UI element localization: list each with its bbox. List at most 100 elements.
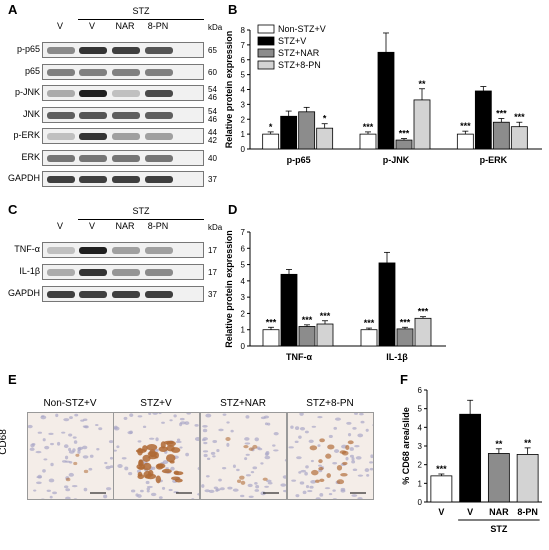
- blot-band: [145, 269, 173, 276]
- legend-label: Non-STZ+V: [278, 24, 326, 34]
- nucleus: [324, 487, 331, 490]
- significance-label: ***: [266, 317, 277, 327]
- kda-value: 54: [208, 85, 217, 94]
- nucleus: [333, 449, 340, 453]
- blot-row-label: p-ERK: [13, 130, 40, 140]
- significance-label: ***: [436, 464, 447, 474]
- y-axis-label: Relative protein expression: [224, 230, 234, 348]
- y-tick-label: 2: [418, 461, 423, 470]
- nucleus: [185, 452, 190, 457]
- nucleus: [77, 449, 81, 454]
- nucleus: [307, 489, 313, 493]
- nucleus: [114, 425, 118, 430]
- nucleus: [175, 440, 182, 444]
- blot-row-label: GAPDH: [7, 288, 40, 298]
- nucleus: [96, 448, 100, 451]
- kda-value: 37: [208, 290, 217, 299]
- blot-band: [79, 291, 107, 298]
- nucleus: [340, 487, 346, 492]
- blot-band: [47, 291, 75, 298]
- nucleus: [357, 474, 364, 477]
- nucleus: [41, 498, 45, 499]
- kda-value: 54: [208, 106, 217, 116]
- nucleus: [267, 422, 271, 426]
- kda-value: 46: [208, 114, 217, 124]
- y-tick-label: 3: [241, 100, 246, 109]
- kda-value: 46: [208, 93, 217, 102]
- nucleus: [299, 426, 306, 431]
- nucleus: [73, 440, 78, 444]
- y-tick-label: 5: [241, 261, 246, 270]
- cd68-stain: [173, 470, 180, 475]
- nucleus: [121, 457, 127, 460]
- nucleus: [55, 413, 59, 418]
- nucleus: [43, 458, 48, 461]
- nucleus: [83, 487, 88, 492]
- nucleus: [63, 444, 69, 449]
- y-tick-label: 4: [418, 423, 423, 432]
- nucleus: [69, 416, 73, 420]
- group-label-stz: STZ: [490, 524, 508, 534]
- nucleus: [64, 460, 71, 463]
- nucleus: [310, 480, 317, 484]
- nucleus: [168, 488, 173, 492]
- lane-label: NAR: [115, 221, 135, 231]
- cd68-stain: [142, 454, 151, 462]
- nucleus: [123, 416, 128, 420]
- blot-band: [145, 176, 173, 183]
- nucleus: [202, 428, 208, 433]
- blot-band: [112, 111, 140, 119]
- legend-label: STZ+V: [278, 36, 306, 46]
- group-line: [78, 219, 204, 220]
- nucleus: [203, 453, 208, 458]
- nucleus: [213, 486, 219, 490]
- bar: [456, 133, 474, 150]
- y-tick-label: 1: [241, 326, 246, 335]
- nucleus: [103, 494, 108, 499]
- nucleus: [28, 424, 33, 429]
- nucleus: [65, 496, 71, 499]
- category-label: IL-1β: [386, 352, 408, 362]
- cd68-stain: [161, 468, 172, 474]
- bar: [316, 127, 334, 150]
- blot-band: [145, 133, 173, 140]
- nucleus: [161, 421, 165, 424]
- nucleus: [269, 498, 271, 499]
- cd68-stain: [248, 447, 254, 451]
- cd68-stain: [137, 471, 143, 477]
- nucleus: [257, 447, 263, 451]
- nucleus: [304, 430, 309, 434]
- nucleus: [305, 465, 309, 469]
- bar: [280, 115, 298, 150]
- micrograph-image: [113, 412, 200, 500]
- significance-label: ***: [400, 317, 411, 327]
- significance-label: ***: [514, 112, 525, 122]
- nucleus: [194, 424, 199, 427]
- nucleus: [50, 462, 54, 467]
- cd68-stain: [309, 445, 318, 451]
- nucleus: [244, 437, 250, 441]
- nucleus: [202, 425, 208, 428]
- cd68-stain: [240, 480, 246, 485]
- nucleus: [315, 497, 321, 499]
- blot-band: [112, 176, 140, 183]
- lane-label: 8-PN: [147, 221, 169, 231]
- cd68-stain: [336, 464, 343, 471]
- nucleus: [42, 438, 46, 442]
- nucleus: [146, 485, 153, 489]
- nucleus: [266, 479, 272, 483]
- nucleus: [294, 440, 299, 444]
- nucleus: [328, 434, 333, 439]
- nucleus: [44, 445, 50, 450]
- significance-label: **: [495, 439, 503, 449]
- blot-row-label: p-p65: [16, 44, 40, 54]
- nucleus: [170, 466, 175, 471]
- blot-strip: [42, 128, 204, 144]
- micrograph-image: [27, 412, 114, 500]
- significance-label: **: [418, 79, 426, 89]
- bar: [516, 454, 539, 503]
- blot-band: [79, 247, 107, 254]
- nucleus: [206, 457, 211, 461]
- nucleus: [334, 417, 341, 421]
- nucleus: [351, 460, 356, 464]
